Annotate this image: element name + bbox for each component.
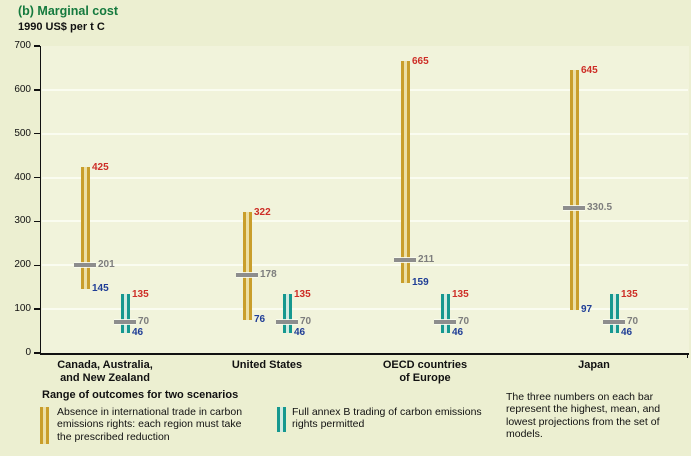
mean-tick-trading-japan [603, 320, 625, 325]
mean-tick-trading-canz [114, 320, 136, 325]
x-axis-end-tick [686, 353, 688, 358]
y-axis-tick [34, 220, 40, 223]
mean-value-label: 178 [260, 268, 277, 280]
y-axis-tick-label: 700 [14, 40, 31, 51]
gridline-600 [42, 88, 688, 91]
text-line: Absence in international trade in carbon [57, 406, 243, 418]
mean-tick-absence-canz [74, 262, 96, 267]
mean-tick-trading-us [276, 320, 298, 325]
range-bar-absence-canz [80, 166, 90, 290]
low-value-label: 97 [581, 304, 593, 316]
plot-area [40, 46, 689, 355]
gridline-300 [42, 220, 688, 223]
legend-label-absence-of-trade: Absence in international trade in carbon… [57, 406, 293, 443]
high-value-label: 665 [412, 56, 429, 68]
mean-value-label: 211 [418, 254, 435, 266]
range-bar-absence-us [242, 211, 252, 320]
y-axis-tick-label: 0 [25, 347, 31, 358]
x-category-label-line: United States [231, 359, 303, 371]
high-value-label: 135 [294, 288, 311, 300]
range-bar-absence-oecd-europe [400, 61, 410, 284]
high-value-label: 135 [621, 288, 638, 300]
high-value-label: 322 [254, 206, 271, 218]
text-line: lowest projections from the set of [506, 415, 660, 428]
mean-value-label: 70 [458, 316, 470, 328]
high-value-label: 135 [452, 288, 469, 300]
x-category-label-japan: Japan [514, 359, 674, 372]
high-value-label: 645 [581, 65, 598, 77]
x-category-label-line: Japan [578, 359, 610, 371]
low-value-label: 46 [132, 326, 144, 338]
chart-title: (b) Marginal cost [18, 4, 119, 18]
gridline-500 [42, 132, 688, 135]
text-line: models. [506, 427, 543, 440]
mean-tick-absence-us [236, 272, 258, 277]
legend-label-full-trading: Full annex B trading of carbon emissions… [292, 406, 512, 431]
y-axis-tick [34, 45, 40, 47]
low-value-label: 159 [412, 277, 429, 289]
y-axis-tick [34, 132, 40, 135]
text-line: rights permitted [292, 418, 365, 431]
y-axis-tick [34, 352, 40, 354]
x-category-label-line: and New Zealand [60, 372, 150, 384]
gridline-100 [42, 308, 688, 311]
chart-footnote: The three numbers on each bar represent t… [506, 391, 686, 440]
mean-tick-absence-oecd-europe [394, 258, 416, 263]
mean-value-label: 70 [627, 316, 639, 328]
high-value-label: 425 [92, 161, 109, 173]
chart-y-axis-units: 1990 US$ per t C [18, 21, 105, 33]
y-axis-tick-label: 200 [14, 259, 31, 271]
y-axis-tick-label: 400 [14, 171, 31, 183]
mean-value-label: 201 [98, 258, 115, 270]
legend-swatch-absence-of-trade [40, 407, 49, 444]
text-line: Full annex B trading of carbon emissions [292, 406, 482, 418]
range-bar-trading-oecd-europe [440, 293, 450, 333]
y-axis-tick-label: 600 [14, 83, 31, 95]
legend-swatch-full-trading [277, 407, 286, 432]
range-bar-trading-canz [120, 293, 130, 333]
legend-heading: Range of outcomes for two scenarios [42, 389, 239, 401]
text-line: represent the highest, mean, and [506, 403, 661, 416]
low-value-label: 46 [294, 326, 306, 338]
text-line: the prescribed reduction [57, 430, 170, 443]
x-category-label-canz: Canada, Australia, and New Zealand [25, 359, 185, 385]
x-category-label-line: Canada, Australia, [57, 359, 153, 371]
range-bar-trading-us [282, 293, 292, 333]
y-axis-tick-label: 100 [14, 303, 31, 315]
range-bar-absence-japan [569, 70, 579, 311]
range-bar-trading-japan [609, 293, 619, 333]
low-value-label: 46 [621, 326, 633, 338]
x-category-label-line: of Europe [399, 372, 451, 384]
x-category-label-us: United States [187, 359, 347, 372]
y-axis-tick [34, 176, 40, 179]
mean-value-label: 330.5 [587, 202, 613, 214]
x-category-label-line: OECD countries [382, 359, 468, 371]
y-axis-tick [34, 264, 40, 267]
y-axis-tick [34, 89, 40, 91]
low-value-label: 145 [92, 283, 109, 295]
mean-tick-trading-oecd-europe [434, 320, 456, 325]
y-axis-tick [34, 308, 40, 310]
mean-tick-absence-japan [563, 206, 585, 211]
gridline-200 [42, 264, 688, 267]
low-value-label: 76 [254, 313, 266, 325]
gridline-400 [42, 176, 688, 179]
y-axis-tick-label: 500 [14, 127, 31, 139]
high-value-label: 135 [132, 288, 149, 300]
mean-value-label: 70 [300, 316, 312, 328]
y-axis-tick-label: 300 [14, 215, 31, 227]
x-category-label-oecd-europe: OECD countries of Europe [345, 359, 505, 385]
low-value-label: 46 [452, 326, 464, 338]
text-line: emissions rights: each region must take [57, 418, 242, 431]
mean-value-label: 70 [138, 316, 150, 328]
text-line: The three numbers on each bar [506, 391, 654, 403]
